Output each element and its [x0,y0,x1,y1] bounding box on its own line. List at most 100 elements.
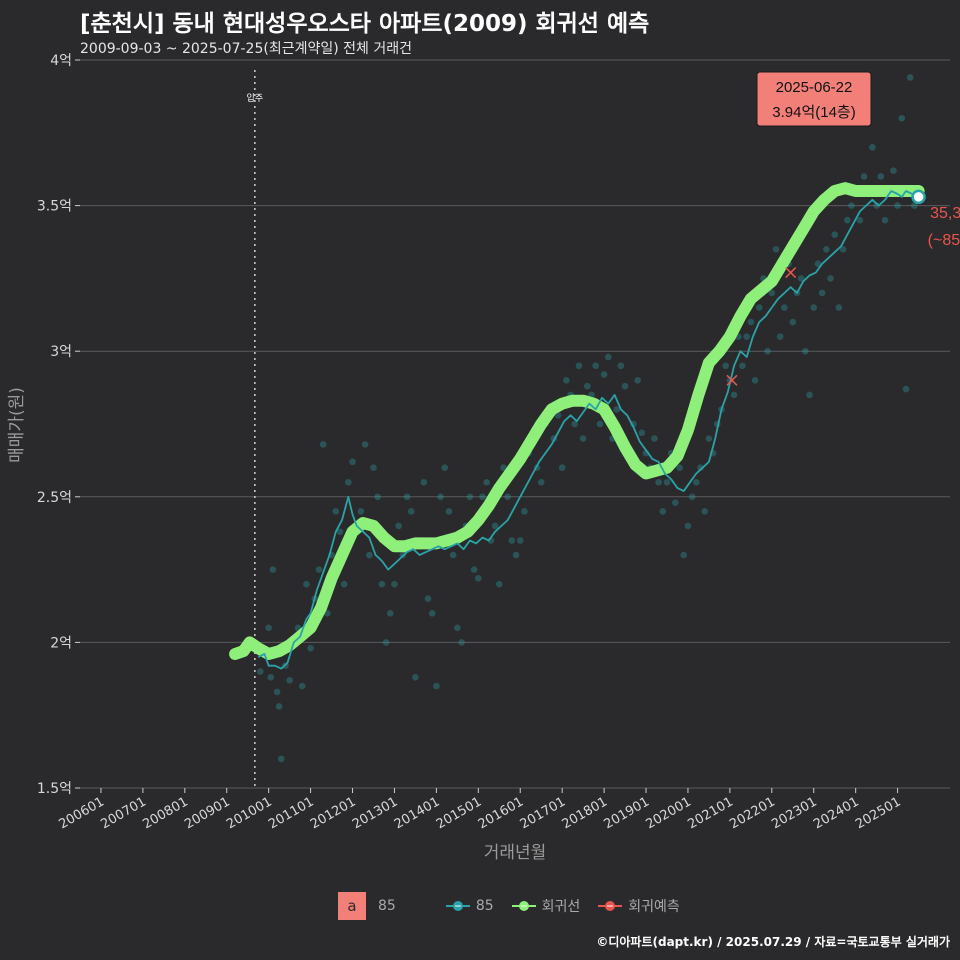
move-in-label: 입주 [247,92,264,104]
scatter-point [303,580,310,588]
scatter-point [349,458,356,466]
legend-item-regression: 회귀선 [511,896,581,916]
scatter-point [634,377,641,384]
scatter-point [655,478,662,486]
x-tick-label: 200901 [182,794,232,832]
scatter-point [437,493,444,501]
scatter-point [802,347,809,355]
x-tick-label: 201301 [350,794,400,832]
x-tick-label: 201501 [434,794,484,832]
x-tick-label: 200801 [140,794,190,832]
x-tick-label: 202101 [685,794,735,832]
x-tick-label: 201601 [476,794,526,832]
footer-credit: ©디아파트(dapt.kr) / 2025.07.29 / 자료=국토교통부 실… [596,935,950,949]
scatter-point [537,478,545,486]
y-tick-label: 1.5억 [37,781,72,797]
forecast-marker-stroke [726,374,738,386]
scatter-point [877,173,885,180]
scatter-point [810,304,818,311]
forecast-marker [785,267,797,279]
x-tick-label: 200701 [98,794,148,832]
legend-area-label: 85 [378,898,396,914]
legend-regression-icon [511,901,536,911]
scatter-point [332,508,340,515]
scatter-point [617,362,625,370]
last-point-marker [911,189,926,205]
x-tick-label: 201701 [518,794,568,832]
scatter-point [391,580,398,588]
y-tick-label: 2.5억 [37,490,72,506]
scatter-point [424,595,432,603]
scatter-point [286,676,293,684]
scatter-point [592,362,600,370]
scatter-point [277,755,285,763]
scatter-point [269,566,277,573]
scatter-point [613,406,620,413]
scatter-point [839,245,847,253]
scatter-point [827,275,834,282]
scatter-point [265,624,272,632]
scatter-point [428,609,436,617]
scatter-point [445,508,453,515]
y-tick-label: 4억 [50,53,72,69]
scatter-point [768,289,776,297]
grid-lines: 입주 [80,59,950,789]
scatter-point [604,353,612,361]
scatter-point [491,522,499,530]
scatter-point [315,566,323,573]
x-tick-label: 202001 [643,794,693,832]
scatter-point [781,304,788,311]
scatter-point [508,537,516,544]
scatter-point [512,551,520,559]
scatter-point [701,508,709,515]
scatter-point [412,674,419,681]
scatter-point [772,245,780,253]
scatter-point [395,522,402,530]
scatter-point [454,624,461,632]
scatter-point [659,508,667,515]
scatter-point [751,377,759,384]
scatter-point [747,318,755,326]
y-tick-label: 3.5억 [37,199,72,215]
x-tick-label: 201201 [308,794,358,832]
scatter-point [835,304,843,311]
scatter-point [386,609,394,617]
y-tick-label: 2억 [50,635,72,651]
end-area-label: (~85㎡) [928,231,960,249]
x-tick-label: 201001 [224,794,274,832]
scatter-point [676,464,683,471]
scatter-point [814,260,822,268]
x-tick-label: 201401 [392,794,442,832]
legend-regression-label: 회귀선 [541,899,581,915]
x-tick-label: 202201 [727,794,777,832]
scatter-point [898,114,906,122]
scatter-point [470,566,478,573]
x-axis: 2006012007012008012009012010012011012012… [56,788,904,863]
chart-title: [춘천시] 동내 현대성우오스타 아파트(2009) 회귀선 예측 [80,11,650,37]
scatter-point [764,347,771,355]
forecast-marker [726,374,738,386]
scatter-point [256,668,264,675]
x-tick-label: 202501 [853,794,903,832]
scatter-point [881,216,889,224]
scatter-point [571,420,579,428]
scatter-point [275,703,283,710]
scatter-point [806,391,813,399]
scatter-point [902,385,910,393]
scatter-point [441,464,449,471]
legend-area-key: a [338,892,366,920]
scatter-point [345,478,352,486]
scatter-point [483,478,490,486]
x-tick-label: 201901 [602,794,652,832]
scatter-point [403,493,411,501]
scatter-point [584,382,591,390]
x-tick-label: 201801 [560,794,610,832]
scatter-point [563,377,570,384]
scatter-point [869,144,876,151]
scatter-point [273,688,281,696]
scatter-points [256,74,922,763]
callout-value: 3.94억(14층) [772,104,855,121]
series-85-line [257,190,919,670]
legend-85-label: 85 [475,898,494,914]
scatter-point [823,245,830,253]
